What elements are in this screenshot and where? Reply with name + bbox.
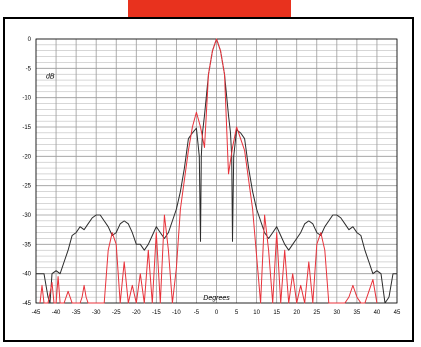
y-tick-label: -20 (22, 154, 31, 160)
x-tick-label: 45 (394, 310, 401, 316)
y-tick-label: -25 (22, 184, 31, 190)
x-tick-label: -5 (194, 310, 200, 316)
x-tick-label: -15 (152, 310, 161, 316)
x-tick-label: 0 (215, 310, 219, 316)
y-tick-label: -15 (22, 125, 31, 131)
x-tick-label: -10 (172, 310, 181, 316)
x-tick-label: 40 (374, 310, 381, 316)
y-tick-label: -10 (22, 96, 31, 102)
x-tick-label: 10 (253, 310, 260, 316)
x-tick-label: 35 (354, 310, 361, 316)
x-tick-label: -25 (112, 310, 121, 316)
directivity-chart: 0 -5 -10 -15 -20 -25 -30 -35 -40 -45-45 -40 -35 -30 -… (22, 37, 401, 316)
x-tick-label: -20 (132, 310, 141, 316)
x-tick-label: 25 (313, 310, 320, 316)
x-tick-label: -35 (72, 310, 81, 316)
x-tick-label: -40 (52, 310, 61, 316)
y-tick-label: -5 (26, 66, 32, 72)
top-red-bar (128, 0, 291, 17)
x-tick-label: 5 (235, 310, 239, 316)
y-tick-label: 0 (28, 37, 32, 43)
x-axis-label: Degrees (203, 295, 230, 302)
series-line-2 (39, 38, 378, 304)
x-tick-label: 15 (273, 310, 280, 316)
y-tick-label: -40 (22, 272, 31, 278)
x-tick-label: 20 (293, 310, 300, 316)
y-tick-label: -45 (22, 301, 31, 307)
x-tick-label: 30 (333, 310, 340, 316)
x-tick-label: -45 (32, 310, 41, 316)
y-axis-label: dB (46, 73, 55, 80)
y-tick-label: -35 (22, 242, 31, 248)
chart-frame: 0 -5 -10 -15 -20 -25 -30 -35 -40 -45 -45 -40 -35 -30 -… (3, 17, 414, 342)
x-tick-label: -30 (92, 310, 101, 316)
y-tick-label: -30 (22, 213, 31, 219)
